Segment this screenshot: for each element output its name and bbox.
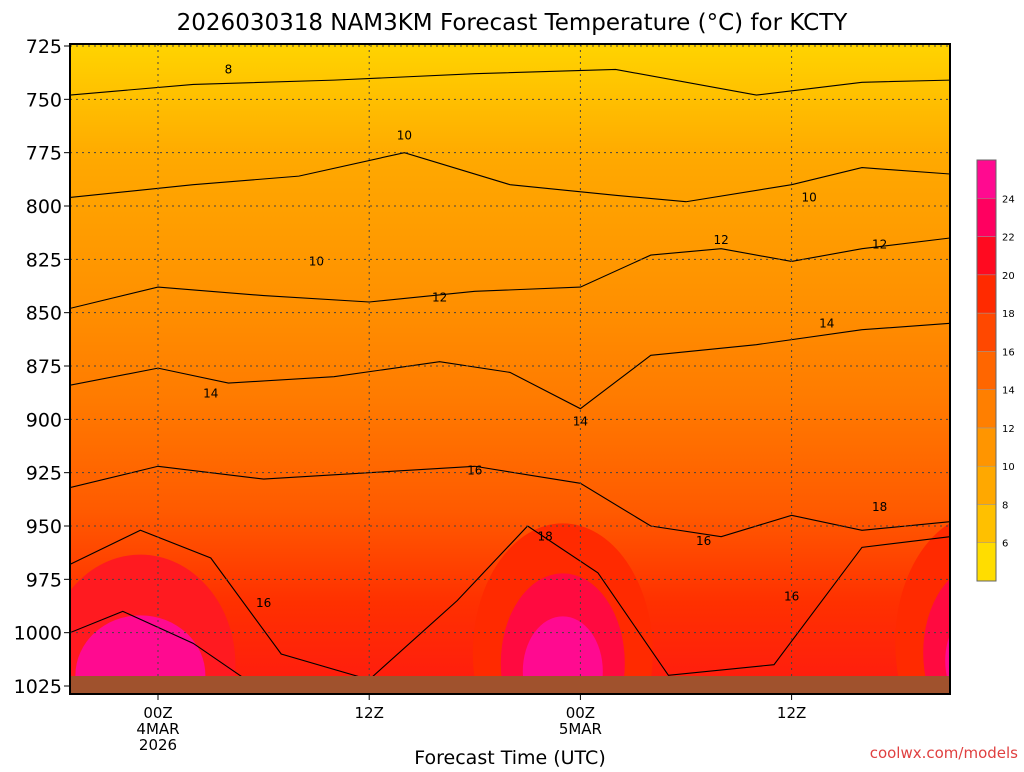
- plot-frame: [69, 43, 951, 695]
- colorbar-label: 6: [1002, 539, 1008, 550]
- contour-label: 12: [714, 233, 729, 247]
- y-tick-label: 975: [26, 569, 62, 591]
- contour-label: 8: [225, 62, 233, 76]
- colorbar-swatch: [976, 312, 997, 352]
- contour-label: 10: [802, 190, 817, 204]
- colorbar-swatch: [976, 198, 997, 237]
- y-tick-label: 775: [26, 143, 62, 165]
- colorbar-swatch: [976, 351, 997, 390]
- colorbar-label: 8: [1002, 500, 1008, 511]
- contour-10: [70, 152, 950, 203]
- x-tick-label: 00Z: [566, 704, 595, 722]
- contour-label: 10: [309, 254, 324, 268]
- colorbar-swatch: [976, 427, 997, 467]
- credit-link[interactable]: coolwx.com/models: [870, 744, 1018, 762]
- contour-label: 16: [696, 534, 711, 548]
- y-tick-label: 850: [26, 303, 62, 325]
- colorbar-label: 18: [1002, 309, 1015, 320]
- terrain-surface: [70, 676, 950, 694]
- colorbar-label: 16: [1002, 347, 1015, 358]
- contour-label: 14: [203, 387, 218, 401]
- y-tick-label: 875: [26, 356, 62, 378]
- y-axis: 725 750 775 800 825 850 875 900 925 950 975 1000 102…: [14, 36, 70, 698]
- colorbar-swatch: [976, 465, 997, 505]
- y-tick-label: 1000: [14, 623, 62, 645]
- colorbar-swatch: [976, 274, 997, 314]
- contour-label: 12: [432, 291, 447, 305]
- contour-label: 10: [397, 129, 412, 143]
- contour-label: 18: [538, 530, 553, 544]
- warm-core-day3-mid: [923, 578, 950, 694]
- x-tick-label: 4MAR: [136, 720, 179, 738]
- colorbar-label: 22: [1002, 233, 1015, 244]
- colorbar-swatch: [976, 504, 997, 543]
- colorbar-swatch: [976, 389, 997, 429]
- contour-12: [70, 237, 950, 309]
- contour-8: [70, 68, 950, 96]
- warm-core-day3-inner: [945, 634, 950, 687]
- colorbar: 6 8 10 12 14 16 18 20 22 24: [976, 159, 1015, 582]
- x-tick-label: 00Z: [143, 704, 172, 722]
- colorbar-swatch: [976, 542, 997, 582]
- x-axis-label: Forecast Time (UTC): [414, 747, 605, 768]
- contour-label: 18: [872, 500, 887, 514]
- colorbar-label: 14: [1002, 386, 1015, 397]
- x-tick-label: 2026: [139, 736, 177, 754]
- colorbar-label: 12: [1002, 424, 1015, 435]
- colorbar-swatch: [976, 236, 997, 276]
- colorbar-label: 20: [1002, 271, 1015, 282]
- chart-title: 2026030318 NAM3KM Forecast Temperature (…: [177, 10, 849, 36]
- colorbar-label: 10: [1002, 462, 1015, 473]
- x-tick-label: 5MAR: [559, 720, 602, 738]
- y-tick-label: 950: [26, 516, 62, 538]
- x-tick-label: 12Z: [777, 704, 806, 722]
- contour-label: 16: [467, 464, 482, 478]
- contour-label: 14: [819, 316, 834, 330]
- contour-label: 14: [573, 414, 588, 428]
- x-tick-label: 12Z: [355, 704, 384, 722]
- y-tick-label: 925: [26, 463, 62, 485]
- y-tick-label: 900: [26, 409, 62, 431]
- y-tick-label: 1025: [14, 676, 62, 698]
- colorbar-frame: [976, 159, 997, 582]
- warm-core-day1-inner: [75, 615, 206, 694]
- warm-core-day2-inner: [522, 616, 603, 694]
- y-tick-label: 800: [26, 196, 62, 218]
- contour-18: [70, 525, 950, 681]
- y-tick-label: 825: [26, 249, 62, 271]
- y-tick-label: 750: [26, 89, 62, 111]
- colorbar-label: 24: [1002, 194, 1015, 205]
- colorbar-swatch: [976, 159, 997, 199]
- contour-label: 12: [872, 237, 887, 251]
- y-tick-label: 725: [26, 36, 62, 58]
- contour-label: 16: [256, 596, 271, 610]
